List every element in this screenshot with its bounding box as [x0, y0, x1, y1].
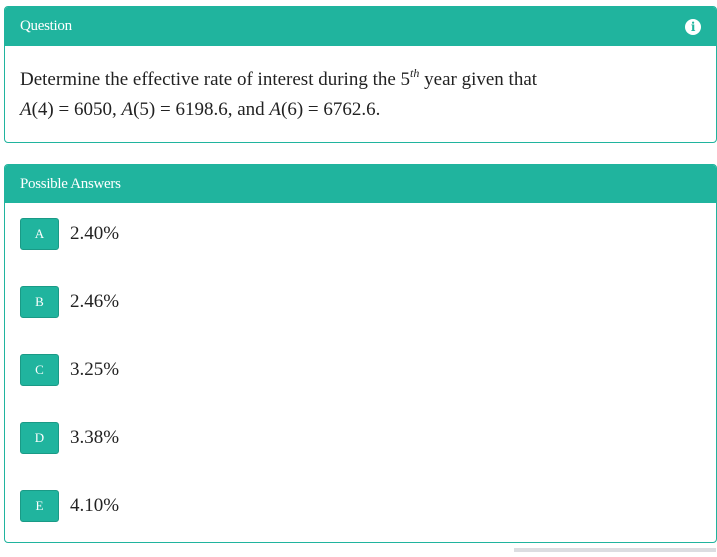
math-variable: A	[121, 99, 134, 120]
answer-button-d[interactable]: D	[20, 422, 59, 454]
answer-value: 3.38%	[70, 427, 120, 448]
math-variable: A	[20, 99, 32, 120]
question-line2: A(4) = 6050, A(5) = 6198.6, and A(6) = 6…	[20, 95, 701, 125]
answer-option[interactable]: E 4.10%	[20, 490, 119, 522]
answer-button-c[interactable]: C	[20, 354, 59, 386]
answer-option[interactable]: C 3.25%	[20, 354, 119, 386]
math-text: (5) = 6198.6, and	[133, 99, 270, 120]
question-header: Question i	[5, 7, 716, 46]
math-text: (4) = 6050,	[31, 99, 122, 120]
answer-option[interactable]: A 2.40%	[20, 218, 119, 250]
answer-value: 2.46%	[70, 291, 120, 312]
answers-header: Possible Answers	[5, 165, 716, 203]
question-panel: Question i Determine the effective rate …	[4, 6, 717, 143]
answer-button-a[interactable]: A	[20, 218, 59, 250]
answer-button-b[interactable]: B	[20, 286, 59, 318]
horizontal-scrollbar[interactable]	[514, 548, 716, 552]
ordinal-sup: th	[410, 66, 420, 80]
answer-value: 2.40%	[70, 223, 120, 244]
question-line1: Determine the effective rate of interest…	[20, 69, 401, 90]
answer-option[interactable]: D 3.38%	[20, 422, 119, 454]
question-title: Question	[20, 18, 72, 34]
math-variable: A	[269, 99, 282, 120]
answers-title: Possible Answers	[20, 175, 121, 192]
math-text: (6) = 6762.6.	[281, 99, 381, 120]
question-text: Determine the effective rate of interest…	[5, 46, 716, 125]
answer-value: 3.25%	[70, 359, 120, 380]
answer-value: 4.10%	[70, 495, 120, 516]
answer-button-e[interactable]: E	[20, 490, 59, 522]
ordinal: 5	[400, 69, 411, 90]
info-icon[interactable]: i	[685, 18, 701, 35]
question-line1-end: year given that	[419, 69, 538, 90]
answer-option[interactable]: B 2.46%	[20, 286, 119, 318]
